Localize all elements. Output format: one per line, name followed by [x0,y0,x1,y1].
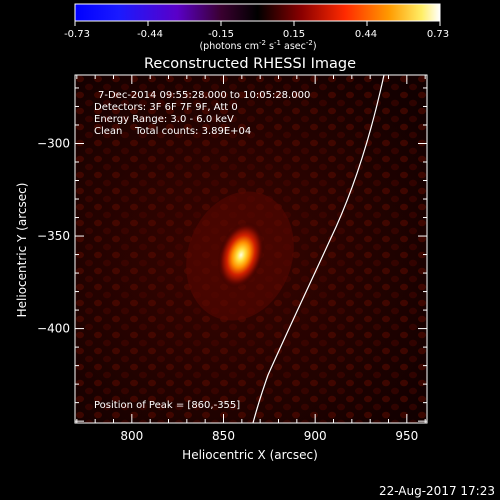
colorbar-units: (photons cm-2 s-1 asec-2) [199,39,316,52]
x-tick-label: 900 [304,429,327,443]
colorbar-tick-label: 0.73 [427,29,449,40]
colorbar-tick-label: -0.44 [137,29,163,40]
y-tick-label: −400 [37,322,70,336]
y-axis-tick-labels: −300 −350 −400 [37,136,70,335]
info-time-range: 7-Dec-2014 09:55:28.000 to 10:05:28.000 [98,90,310,101]
x-tick-label: 800 [120,429,143,443]
x-axis-ticks [76,75,426,423]
plot-title: Reconstructed RHESSI Image [144,56,356,72]
plot-frame [74,74,428,424]
colorbar [74,3,441,22]
x-axis-tick-labels: 800 850 900 950 [120,429,418,443]
y-tick-label: −350 [37,229,70,243]
colorbar-tick-label: 0.44 [355,29,377,40]
colorbar-tick-label: 0.15 [283,29,305,40]
colorbar-tick-label: -0.15 [208,29,234,40]
info-detectors: Detectors: 3F 6F 7F 9F, Att 0 [94,102,238,113]
x-axis-label: Heliocentric X (arcsec) [182,448,318,462]
x-tick-label: 950 [395,429,418,443]
solar-limb [252,75,385,423]
timestamp: 22-Aug-2017 17:23 [379,484,495,498]
info-energy-range: Energy Range: 3.0 - 6.0 keV [94,114,234,125]
y-axis-label: Heliocentric Y (arcsec) [15,183,29,318]
colorbar-tick-label: -0.73 [64,29,90,40]
y-tick-label: −300 [37,136,70,150]
hxr-source [217,221,265,289]
peak-position: Position of Peak = [860,-355] [94,400,240,411]
y-axis-ticks [75,87,427,422]
x-tick-label: 850 [212,429,235,443]
colorbar-ticks [74,21,441,26]
info-clean-counts: Clean Total counts: 3.89E+04 [94,126,251,137]
